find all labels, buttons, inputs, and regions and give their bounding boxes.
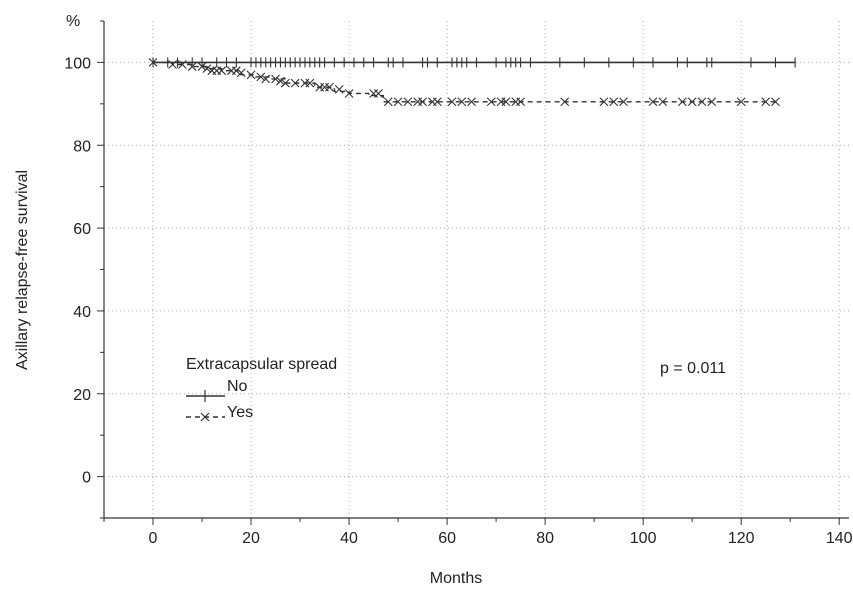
x-tick-label: 0 xyxy=(149,530,158,547)
censor-mark-yes xyxy=(217,66,227,76)
censor-mark-yes xyxy=(736,97,746,107)
censor-mark-yes xyxy=(276,76,285,86)
censor-mark-yes xyxy=(560,97,570,107)
y-tick-label: 100 xyxy=(64,55,91,72)
censor-mark-yes xyxy=(658,97,668,107)
censor-mark-yes xyxy=(393,97,403,107)
x-tick-label: 40 xyxy=(340,530,358,547)
censor-mark-yes xyxy=(648,97,658,107)
censor-mark-yes xyxy=(202,64,212,74)
censor-mark-yes xyxy=(290,78,300,88)
series-no xyxy=(152,57,796,68)
censor-mark-yes xyxy=(187,62,197,71)
x-axis-label: Months xyxy=(430,570,482,587)
censor-mark-yes xyxy=(609,97,619,107)
censor-mark-yes xyxy=(516,97,526,107)
censor-mark-yes xyxy=(486,97,496,107)
censor-mark-yes xyxy=(325,82,334,92)
censor-mark-yes xyxy=(246,70,256,80)
censor-mark-yes xyxy=(447,97,457,107)
y-axis-label: Axillary relapse-free survival xyxy=(14,170,31,370)
censor-mark-yes xyxy=(280,78,290,88)
censor-mark-yes xyxy=(261,74,271,84)
censor-mark-yes xyxy=(374,89,383,98)
censor-mark-yes xyxy=(599,97,609,107)
censor-mark-yes xyxy=(168,60,178,69)
axes xyxy=(103,21,849,519)
y-tick-label: 80 xyxy=(73,138,91,155)
censor-mark-yes xyxy=(677,97,687,107)
censor-mark-yes xyxy=(457,97,467,107)
y-tick-label: 40 xyxy=(73,304,91,321)
censor-mark-yes xyxy=(197,62,207,71)
series-yes xyxy=(148,58,780,107)
censor-mark-yes xyxy=(305,78,315,88)
legend-yes-label: Yes xyxy=(227,404,253,421)
legend-title: Extracapsular spread xyxy=(186,356,337,373)
censor-mark-yes xyxy=(697,97,707,107)
censor-mark-yes xyxy=(771,97,780,107)
censor-mark-yes xyxy=(619,97,628,107)
series-line-yes xyxy=(153,61,776,103)
y-tick-label: 20 xyxy=(73,387,91,404)
censor-mark-yes xyxy=(467,97,476,107)
censor-mark-yes xyxy=(148,58,158,67)
censor-mark-yes xyxy=(432,97,442,107)
censor-mark-yes xyxy=(256,72,266,82)
x-tick-label: 140 xyxy=(826,530,853,547)
y-tick-label: 60 xyxy=(73,221,91,238)
censor-mark-yes xyxy=(236,68,246,78)
ticks: 0 20 40 60 80 100 120 140 0 20 40 60 80 100 xyxy=(64,20,853,547)
legend: Extracapsular spread No Yes xyxy=(186,356,337,422)
censor-mark-yes xyxy=(344,89,354,98)
p-value-annotation: p = 0.011 xyxy=(660,360,726,377)
censor-mark-yes xyxy=(761,97,771,107)
censor-mark-yes xyxy=(418,97,427,107)
x-tick-label: 80 xyxy=(536,530,554,547)
censor-mark-yes xyxy=(501,97,511,107)
censor-mark-yes xyxy=(707,97,717,107)
legend-yes-marker xyxy=(200,412,210,422)
y-unit-label: % xyxy=(66,13,80,30)
x-tick-label: 120 xyxy=(728,530,755,547)
x-tick-label: 20 xyxy=(242,530,260,547)
legend-no-label: No xyxy=(227,378,248,395)
censor-mark-yes xyxy=(334,84,344,94)
y-tick-label: 0 xyxy=(82,470,91,487)
censor-mark-yes xyxy=(383,97,393,107)
censor-mark-yes xyxy=(178,60,187,69)
censor-mark-yes xyxy=(231,66,241,76)
x-tick-label: 60 xyxy=(438,530,456,547)
censor-mark-yes xyxy=(271,74,280,84)
x-tick-label: 100 xyxy=(630,530,657,547)
censor-mark-yes xyxy=(687,97,697,107)
grid xyxy=(104,21,849,518)
series-layer xyxy=(148,57,796,107)
censor-mark-yes xyxy=(403,97,413,107)
